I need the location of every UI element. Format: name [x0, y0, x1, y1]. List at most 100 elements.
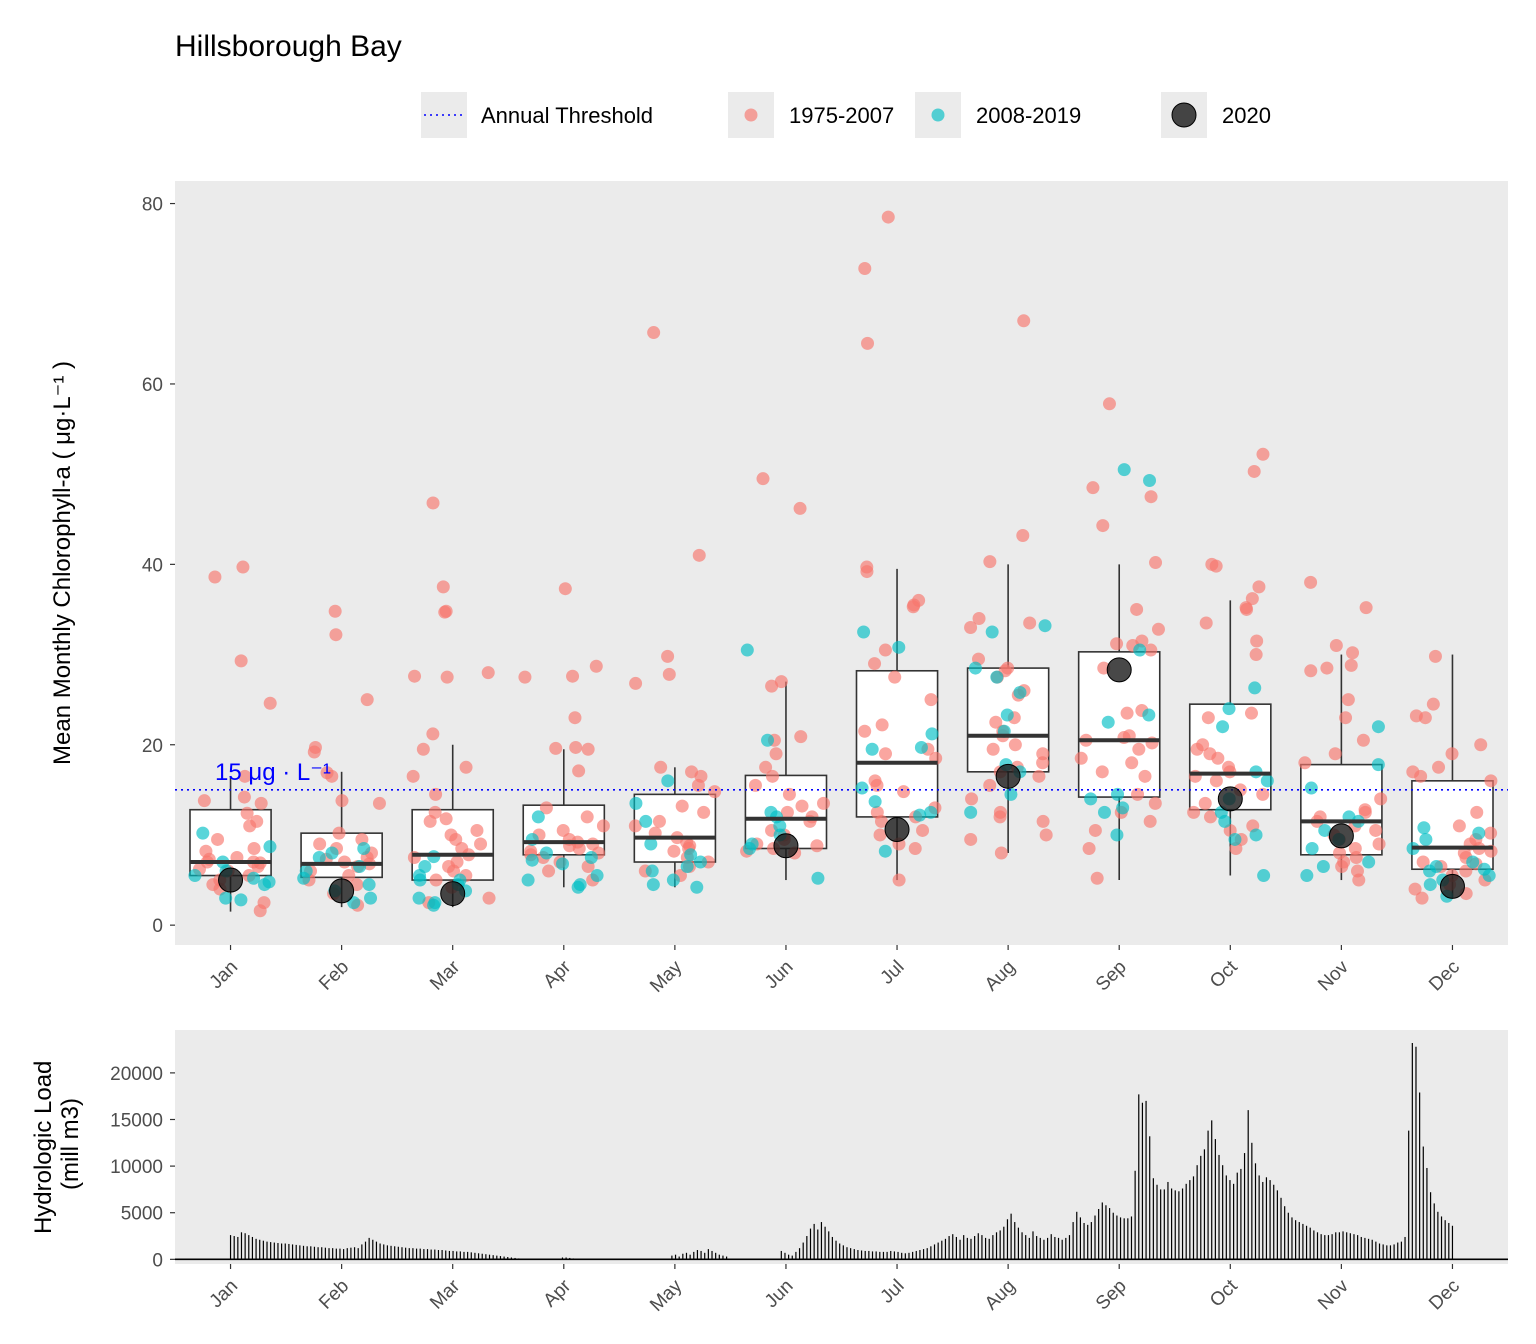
data-point-2020 — [1106, 657, 1132, 683]
data-point — [312, 851, 326, 865]
chlorophyll-panel-background — [175, 181, 1508, 945]
data-point — [1244, 706, 1258, 720]
legend-point-symbol — [1171, 102, 1197, 128]
data-point — [780, 805, 794, 819]
data-point — [708, 785, 722, 799]
data-point — [247, 871, 261, 885]
data-point — [247, 841, 261, 855]
data-point — [661, 774, 675, 788]
data-point — [1133, 643, 1147, 657]
data-point — [581, 742, 595, 756]
data-point — [1372, 837, 1386, 851]
data-point — [539, 846, 553, 860]
data-point — [1038, 619, 1052, 633]
data-point — [1484, 774, 1498, 788]
data-point — [661, 649, 675, 663]
data-point — [325, 846, 339, 860]
data-point — [748, 778, 762, 792]
data-point — [436, 580, 450, 594]
data-point — [795, 799, 809, 813]
data-point — [1304, 575, 1318, 589]
data-point — [1318, 823, 1332, 837]
data-point — [313, 837, 327, 851]
data-point — [1074, 751, 1088, 765]
data-point — [697, 805, 711, 819]
data-point — [968, 661, 982, 675]
data-point — [1300, 869, 1314, 883]
data-point — [237, 790, 251, 804]
data-point — [1209, 559, 1223, 573]
data-point — [1472, 826, 1486, 840]
legend-label: 2020 — [1222, 103, 1271, 128]
data-point — [743, 841, 757, 855]
data-point — [263, 840, 277, 854]
data-point — [1138, 769, 1152, 783]
data-point — [427, 898, 441, 912]
data-point — [1000, 708, 1014, 722]
data-point — [1039, 828, 1053, 842]
data-point — [408, 669, 422, 683]
data-point — [675, 799, 689, 813]
data-point — [964, 620, 978, 634]
data-point — [868, 795, 882, 809]
data-point — [1023, 616, 1037, 630]
data-point — [1148, 796, 1162, 810]
data-point — [1418, 711, 1432, 725]
data-point — [447, 864, 461, 878]
data-point — [1298, 756, 1312, 770]
data-point — [566, 669, 580, 683]
data-point-2020 — [773, 833, 799, 859]
data-point — [1371, 720, 1385, 734]
data-point — [990, 670, 1004, 684]
data-point — [1419, 832, 1433, 846]
data-point — [1356, 733, 1370, 747]
data-point — [1359, 601, 1373, 615]
data-point — [263, 696, 277, 710]
data-point — [1484, 826, 1498, 840]
data-point — [916, 823, 930, 837]
data-point — [1144, 643, 1158, 657]
data-point — [782, 787, 796, 801]
data-point — [858, 261, 872, 275]
legend-item-current: 2020 — [1161, 92, 1271, 138]
data-point — [972, 611, 986, 625]
data-point — [439, 812, 453, 826]
data-point — [765, 679, 779, 693]
data-point — [870, 778, 884, 792]
data-point — [964, 832, 978, 846]
data-point — [1218, 814, 1232, 828]
data-point — [1341, 693, 1355, 707]
data-point — [328, 604, 342, 618]
data-point — [589, 659, 603, 673]
data-point — [817, 796, 831, 810]
data-point — [774, 675, 788, 689]
data-point — [188, 869, 202, 883]
data-point — [1110, 828, 1124, 842]
data-point — [364, 891, 378, 905]
data-point — [892, 640, 906, 654]
data-point-2020 — [218, 867, 244, 893]
data-point — [542, 864, 556, 878]
data-point — [1132, 742, 1146, 756]
data-point — [1470, 805, 1484, 819]
data-point — [879, 747, 893, 761]
data-point — [1082, 841, 1096, 855]
data-point — [1131, 787, 1145, 801]
data-point — [765, 769, 779, 783]
data-point — [531, 810, 545, 824]
data-point — [342, 869, 356, 883]
data-point — [1414, 769, 1428, 783]
data-point — [549, 741, 563, 755]
data-point — [965, 792, 979, 806]
data-point — [470, 823, 484, 837]
data-point — [525, 853, 539, 867]
data-point — [1248, 681, 1262, 695]
data-point — [1151, 622, 1165, 636]
data-point — [1209, 774, 1223, 788]
data-point — [372, 796, 386, 810]
data-point — [1036, 747, 1050, 761]
data-point — [426, 496, 440, 510]
data-point — [810, 839, 824, 853]
data-point — [1198, 796, 1212, 810]
